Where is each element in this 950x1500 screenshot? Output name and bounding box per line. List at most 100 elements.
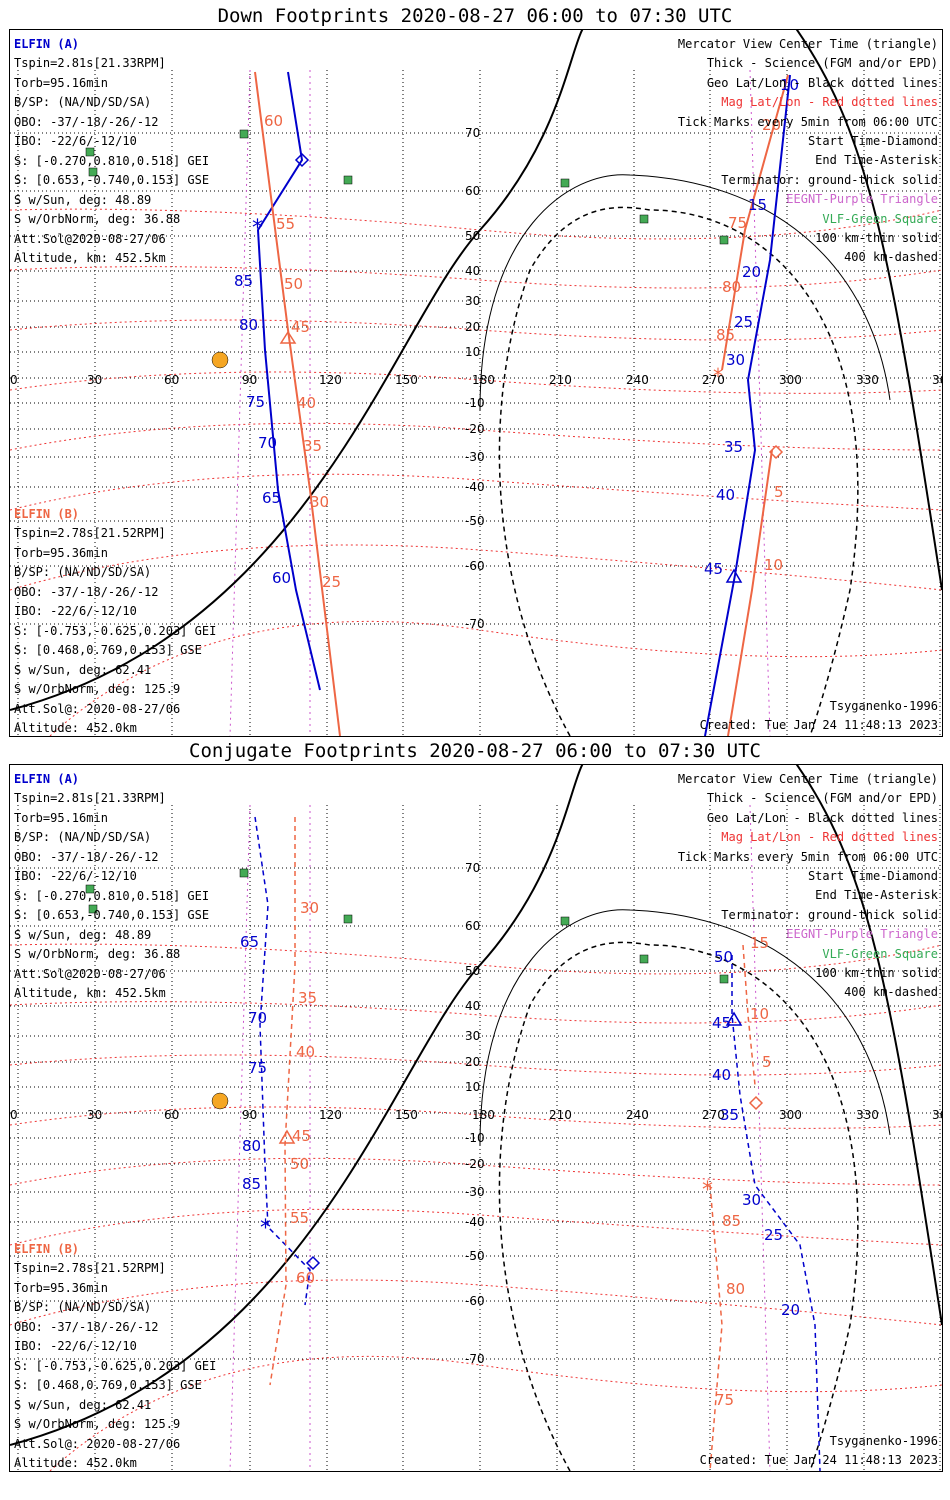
- track-a-time-label: 30: [742, 1191, 761, 1209]
- track-b-time-label: 60: [264, 112, 283, 130]
- legend-item: EEGNT-Purple Triangle: [786, 927, 938, 942]
- lon-tick-label: 330: [856, 373, 879, 387]
- track-a-time-label: 35: [724, 438, 743, 456]
- track-a-time-label: 45: [712, 1014, 731, 1032]
- info-a-line: S: [-0.270,0.810,0.518] GEI: [14, 888, 210, 903]
- track-a-time-label: 50: [714, 948, 733, 966]
- lon-tick-label: 210: [549, 373, 572, 387]
- info-a-line: B/SP: (NA/ND/SD/SA): [14, 95, 152, 109]
- info-b-line: Altitude: 452.0km: [14, 1456, 137, 1470]
- lat-tick-label: 60: [465, 184, 480, 198]
- track-b-time-label: 25: [322, 573, 341, 591]
- lat-tick-label: 60: [465, 919, 480, 933]
- track-a-time-label: 65: [240, 933, 259, 951]
- geo-grid-conjugate: [10, 805, 942, 1471]
- lat-tick-label: -60: [465, 1294, 485, 1308]
- lon-tick-label: 150: [395, 1108, 418, 1122]
- lat-tick-label: -70: [465, 1352, 485, 1366]
- svg-text:*: *: [713, 364, 723, 388]
- legend-item: Mercator View Center Time (triangle): [677, 772, 938, 786]
- info-a-line: Torb=95.16min: [14, 810, 108, 825]
- track-a-time-label: 10: [780, 76, 799, 94]
- info-b-line: S w/Sun, deg: 62.41: [14, 1397, 152, 1412]
- map-panel-down-footprints: * * 0 30 60 90 120 150 180 210 240 270 300 330 360 70…: [9, 29, 943, 737]
- panel-title-conjugate: Conjugate Footprints 2020-08-27 06:00 to…: [189, 740, 761, 762]
- legend-item: 100 km-thin solid: [815, 231, 938, 245]
- track-a-time-label: 30: [726, 351, 745, 369]
- info-b-header: ELFIN (B): [14, 507, 80, 521]
- lon-tick-label: 30: [87, 1108, 102, 1122]
- lat-tick-label: 50: [465, 964, 480, 978]
- map-svg-conjugate: * * 0 30 60 90 120 150 180 210 240 270 300 330 360 70…: [10, 765, 942, 1471]
- track-b-time-label: 30: [310, 493, 329, 511]
- lat-tick-label: -40: [465, 480, 485, 494]
- track-b-time-label: 40: [296, 1043, 315, 1061]
- lon-tick-label: 360: [932, 373, 942, 387]
- footer-created: Created: Tue Jan 24 11:48:13 2023: [699, 718, 938, 732]
- lat-tick-label: 70: [465, 861, 480, 875]
- lat-tick-label: 50: [465, 229, 480, 243]
- info-b-line: IBO: -22/6/-12/10: [14, 604, 137, 618]
- track-b-time-label: 80: [726, 1280, 745, 1298]
- lon-tick-label: 360: [932, 1108, 942, 1122]
- track-a-time-label: 20: [781, 1301, 800, 1319]
- info-a-line: Altitude, km: 452.5km: [14, 986, 166, 1000]
- lon-tick-label: 270: [702, 373, 725, 387]
- info-a-line: S w/Sun, deg: 48.89: [14, 927, 152, 942]
- info-b-line: Att.Sol@: 2020-08-27/06: [14, 1436, 181, 1451]
- legend-item: Geo Lat/Lon - Black dotted lines: [706, 75, 938, 90]
- track-labels-down: 10 15 20 25 30 35 40 45 60 65 70 75 80 85 60 55 50 45 40 35…: [234, 76, 799, 591]
- legend-item: End Time-Asterisk: [815, 888, 938, 903]
- track-a-time-label: 80: [239, 316, 258, 334]
- legend-item: End Time-Asterisk: [815, 153, 938, 168]
- legend-item: 400 km-dashed: [844, 985, 938, 1000]
- lon-tick-label: 240: [626, 1108, 649, 1122]
- track-a-time-label: 15: [748, 196, 767, 214]
- legend-item: Tick Marks every 5min from 06:00 UTC: [677, 849, 938, 864]
- axis-labels-conjugate: 0 30 60 90 120 150 180 210 240 270 300 330 360 70 60 50…: [10, 861, 942, 1366]
- track-a-time-label: 75: [248, 1059, 267, 1077]
- info-a-line: OBO: -37/-18/-26/-12: [14, 114, 159, 129]
- info-b-line: S: [-0.753,-0.625,0.203] GEI: [14, 1358, 217, 1373]
- lon-tick-label: 0: [10, 1108, 18, 1122]
- info-a-line: S w/Sun, deg: 48.89: [14, 192, 152, 207]
- track-b-time-label: 85: [716, 326, 735, 344]
- track-a-time-label: 40: [712, 1066, 731, 1084]
- info-a-line: Tspin=2.81s[21.33RPM]: [14, 56, 166, 70]
- lon-tick-label: 210: [549, 1108, 572, 1122]
- lat-tick-label: 30: [465, 1029, 480, 1043]
- lat-tick-label: -70: [465, 617, 485, 631]
- info-b-header: ELFIN (B): [14, 1242, 80, 1256]
- legend-item: Terminator: ground-thick solid: [721, 907, 938, 922]
- lat-tick-label: -10: [465, 1131, 485, 1145]
- lon-tick-label: 90: [242, 1108, 257, 1122]
- lat-tick-label: -50: [465, 1249, 485, 1263]
- legend-item: VLF-Green Square: [822, 946, 938, 961]
- info-a-line: Att.Sol@2020-08-27/06: [14, 966, 166, 981]
- legend-item: Start Time-Diamond: [807, 869, 938, 883]
- info-a-line: S: [0.653,-0.740,0.153] GSE: [14, 173, 210, 187]
- track-a-time-label: 65: [262, 489, 281, 507]
- info-b-line: OBO: -37/-18/-26/-12: [14, 1319, 159, 1334]
- info-b-line: S: [-0.753,-0.625,0.203] GEI: [14, 623, 217, 638]
- lat-tick-label: 40: [465, 999, 480, 1013]
- lat-tick-label: -10: [465, 396, 485, 410]
- legend-item: 400 km-dashed: [844, 250, 938, 265]
- lon-tick-label: 120: [319, 373, 342, 387]
- lat-tick-label: 10: [465, 345, 480, 359]
- track-b-time-label: 75: [728, 214, 747, 232]
- info-b-line: Torb=95.36min: [14, 1280, 108, 1295]
- lon-tick-label: 90: [242, 373, 257, 387]
- map-features-down: * *: [10, 30, 942, 736]
- track-a-time-label: 85: [242, 1175, 261, 1193]
- track-a-time-label: 35: [720, 1106, 739, 1124]
- track-a-time-label: 45: [704, 560, 723, 578]
- track-a-time-label: 80: [242, 1137, 261, 1155]
- info-a-header: ELFIN (A): [14, 37, 80, 51]
- track-b-time-label: 60: [296, 1269, 315, 1287]
- info-b-line: S w/OrbNorm, deg: 125.9: [14, 682, 181, 696]
- track-b-time-label: 30: [300, 899, 319, 917]
- map-svg-down: * * 0 30 60 90 120 150 180 210 240 270 300 330 360 70…: [10, 30, 942, 736]
- track-a-time-label: 70: [258, 434, 277, 452]
- track-a-time-label: 25: [764, 1226, 783, 1244]
